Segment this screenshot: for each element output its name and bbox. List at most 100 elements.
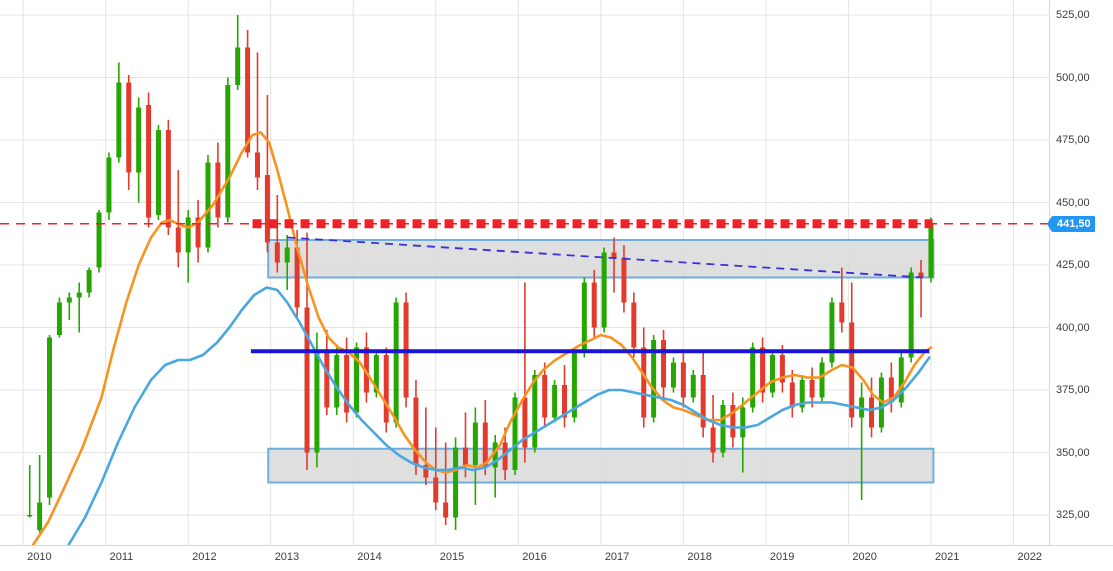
plot-area[interactable] [0,0,1063,545]
lower-demand-zone [267,447,935,484]
candle-body [116,82,122,158]
candle-body [532,375,538,448]
x-axis-tick-label: 2011 [109,551,134,563]
y-axis-tick-label: 425,00 [1056,259,1090,271]
candle-body [284,247,290,263]
candle-body [611,252,617,258]
candle-body [839,302,845,323]
candle-body [185,217,191,253]
candle-body [324,352,330,408]
candle-body [165,130,171,228]
last-price-badge[interactable]: 441,50 [1052,215,1095,232]
candle-body [661,340,667,388]
candle-body [621,257,627,303]
candle-body [482,422,488,468]
price-badge-arrow [1047,215,1052,232]
x-axis-tick-label: 2015 [439,551,465,563]
candle-body [502,442,508,470]
x-axis-tick-label: 2019 [769,551,795,563]
candle-body [215,162,221,218]
candle-body [383,355,389,423]
y-axis-tick-label: 500,00 [1056,71,1090,84]
candle-body [571,352,577,418]
candle-body [769,355,775,393]
candle-body [869,397,875,428]
candle-body [908,272,914,358]
candle-body [829,302,835,363]
y-axis-tick-label: 325,00 [1056,509,1090,521]
candle-body [462,447,468,465]
y-axis-tick-label: 350,00 [1056,446,1090,459]
x-axis[interactable]: 2010 2011 2012 2013 2014 2015 2016 2017 2018 2019… [0,545,1113,571]
y-axis[interactable]: 525,00 500,00 475,00 450,00 425,00 400,00 375,… [1047,0,1113,545]
chart-canvas [0,0,1063,545]
x-axis-tick-label: 2013 [274,551,300,563]
candle-body [225,85,231,218]
candle-body [799,380,805,408]
candle-body [443,502,449,518]
candle-body [750,347,756,408]
candle-body [898,357,904,403]
candle-body [472,422,478,465]
candle-body [413,397,419,465]
candle-body [552,385,558,418]
candle-body [512,397,518,470]
candle-body [819,362,825,398]
candle-body [809,380,815,398]
candle-body [76,292,82,298]
candle-body [928,223,934,278]
candle-body [363,347,369,393]
candle-body [27,515,33,517]
candle-body [492,442,498,468]
candle-body [393,302,399,423]
candle-body [690,375,696,398]
candle-body [710,427,716,453]
candle-body [235,47,241,85]
candle-body [373,355,379,393]
candle-body [918,272,924,278]
candle-body [542,375,548,418]
candle-body [779,355,785,383]
candle-body [175,227,181,253]
candle-body [453,447,459,518]
candle-body [86,270,92,293]
y-axis-tick-label: 400,00 [1056,321,1090,334]
candle-body [730,405,736,438]
candle-body [195,217,201,248]
candle-body [254,152,260,178]
candle-body [304,307,310,453]
candle-body [245,47,251,153]
candle-body [720,405,726,453]
ma-line [31,131,933,545]
candle-body [96,212,102,268]
candle-body [264,175,270,243]
candle-body [354,347,360,413]
x-axis-tick-label: 2014 [357,551,382,563]
candle-body [641,347,647,418]
y-axis-tick-label: 450,00 [1056,196,1090,209]
candle-body [106,157,112,213]
x-axis-tick-label: 2022 [1017,551,1042,563]
x-axis-tick-label: 2016 [522,551,547,563]
candle-body [591,282,597,328]
candle-body [334,355,340,408]
x-axis-tick-label: 2012 [192,551,217,563]
candle-body [66,297,72,303]
moving-average-lines [31,131,933,545]
candle-body [56,302,62,335]
candle-body [789,382,795,408]
candle-body [562,385,568,418]
candle-body [37,502,43,530]
candle-body [700,375,706,428]
candle-body [314,352,320,453]
drawn-levels[interactable] [0,219,1063,354]
y-axis-tick-label: 475,00 [1056,134,1090,146]
candle-body [670,362,676,388]
candle-body [849,322,855,418]
x-axis-tick-label: 2020 [852,551,877,563]
y-axis-tick-label: 525,00 [1056,9,1090,21]
candle-series[interactable] [27,15,934,533]
candle-body [47,337,53,498]
x-axis-tick-label: 2021 [934,551,960,563]
